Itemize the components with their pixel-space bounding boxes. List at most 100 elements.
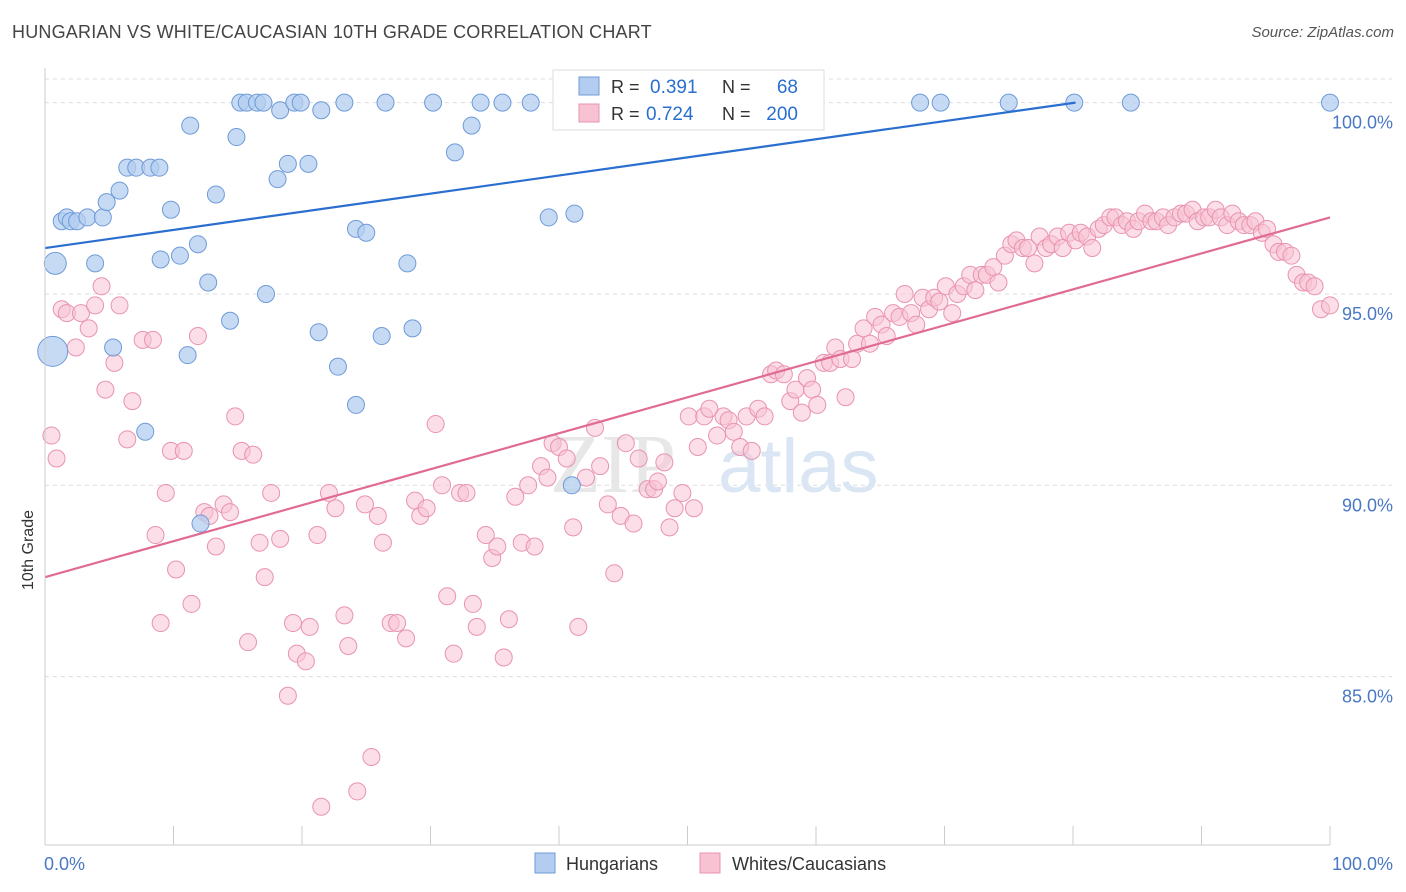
stats-legend-n-label-1: N = <box>722 77 751 97</box>
y-tick-label-0: 85.0% <box>1342 687 1393 707</box>
white-point-51 <box>368 506 387 525</box>
hungarian-point-45 <box>357 223 376 242</box>
white-point-54 <box>388 614 407 633</box>
hungarian-point-67 <box>1321 93 1339 112</box>
white-point-34 <box>255 568 274 587</box>
hungarian-point-58 <box>565 204 584 223</box>
hungarian-point-47 <box>376 93 395 112</box>
white-point-59 <box>426 415 445 434</box>
white-point-62 <box>444 644 463 663</box>
hungarian-point-57 <box>562 476 581 495</box>
hungarian-point-11 <box>110 181 129 200</box>
hungarian-point-31 <box>254 93 273 112</box>
stats-legend-swatch-hungarians <box>578 76 600 96</box>
hungarian-point-53 <box>471 93 490 112</box>
white-point-50 <box>362 747 381 766</box>
white-point-22 <box>182 594 201 613</box>
white-point-35 <box>262 483 281 502</box>
white-point-96 <box>660 518 679 537</box>
hungarian-point-1 <box>43 251 67 275</box>
tick-labels: 85.0% 90.0% 95.0% 100.0% 0.0% 100.0% <box>44 113 1393 874</box>
white-point-129 <box>854 319 873 338</box>
white-point-58 <box>417 499 436 518</box>
hungarian-point-0 <box>37 335 69 367</box>
stats-legend: R = 0.391 N = 68 R = 0.724 N = 200 <box>552 69 825 131</box>
white-point-16 <box>146 526 165 545</box>
hungarian-point-32 <box>257 284 276 303</box>
white-point-89 <box>616 434 635 453</box>
stats-legend-r-label-2: R = <box>611 104 640 124</box>
trend-lines <box>44 101 1331 579</box>
hungarian-point-41 <box>328 357 347 376</box>
legend-swatch-whites <box>699 852 721 874</box>
hungarian-point-39 <box>309 323 328 342</box>
hungarian-point-40 <box>312 101 331 120</box>
white-point-107 <box>724 422 743 441</box>
white-point-158 <box>1025 254 1044 273</box>
white-point-48 <box>348 782 367 801</box>
white-point-168 <box>1083 239 1102 258</box>
white-point-18 <box>156 483 175 502</box>
hungarian-point-16 <box>150 158 169 177</box>
stats-legend-n-value-1: 68 <box>777 77 798 98</box>
white-point-0 <box>42 426 61 445</box>
white-point-87 <box>605 564 624 583</box>
chart-source: Source: ZipAtlas.com <box>1251 24 1394 41</box>
white-point-120 <box>803 380 822 399</box>
white-point-42 <box>308 526 327 545</box>
white-point-94 <box>648 472 667 491</box>
white-point-43 <box>312 797 331 816</box>
axes <box>44 68 1331 846</box>
white-point-29 <box>226 407 245 426</box>
white-point-66 <box>467 617 486 636</box>
stats-legend-r-value-2: 0.724 <box>646 104 694 125</box>
hungarian-point-20 <box>178 346 197 365</box>
white-point-208 <box>1321 296 1339 315</box>
stats-legend-n-value-2: 200 <box>766 104 798 125</box>
hungarian-point-17 <box>151 250 170 269</box>
hungarian-point-21 <box>181 116 200 135</box>
trend-line-hungarians <box>44 101 1076 250</box>
white-point-80 <box>557 449 576 468</box>
hungarian-point-43 <box>346 395 365 414</box>
white-point-70 <box>494 648 513 667</box>
stats-legend-r-value-1: 0.391 <box>650 77 698 98</box>
hungarian-point-7 <box>86 254 105 273</box>
white-point-98 <box>673 483 692 502</box>
hungarian-point-37 <box>291 93 310 112</box>
white-point-20 <box>167 560 186 579</box>
white-point-13 <box>123 392 142 411</box>
hungarian-point-52 <box>462 116 481 135</box>
white-point-6 <box>79 319 98 338</box>
white-point-15 <box>143 330 162 349</box>
white-point-90 <box>624 514 643 533</box>
white-point-1 <box>47 449 66 468</box>
hungarian-point-6 <box>78 208 97 227</box>
watermark-atlas: atlas <box>718 424 879 509</box>
y-axis-label-wrap: 10th Grade <box>16 510 37 630</box>
hungarian-point-64 <box>999 93 1018 112</box>
white-point-148 <box>966 281 985 300</box>
hungarian-point-42 <box>335 93 354 112</box>
hungarian-point-25 <box>206 185 225 204</box>
x-tick-label-1: 100.0% <box>1332 854 1393 874</box>
hungarian-point-38 <box>299 154 318 173</box>
white-point-99 <box>679 407 698 426</box>
white-point-85 <box>591 457 610 476</box>
white-point-11 <box>110 296 129 315</box>
hungarian-point-22 <box>188 235 207 254</box>
white-point-144 <box>943 304 962 323</box>
white-point-5 <box>71 304 90 323</box>
white-point-97 <box>665 499 684 518</box>
stats-legend-swatch-whites <box>578 103 600 123</box>
hungarian-point-54 <box>493 93 512 112</box>
hungarian-point-33 <box>268 170 287 189</box>
hungarian-point-63 <box>931 93 950 112</box>
stats-legend-r-label-1: R = <box>611 77 640 97</box>
white-point-152 <box>989 273 1008 292</box>
hungarian-point-35 <box>278 154 297 173</box>
y-tick-label-2: 95.0% <box>1342 304 1393 324</box>
white-point-33 <box>250 533 269 552</box>
white-point-32 <box>244 445 263 464</box>
